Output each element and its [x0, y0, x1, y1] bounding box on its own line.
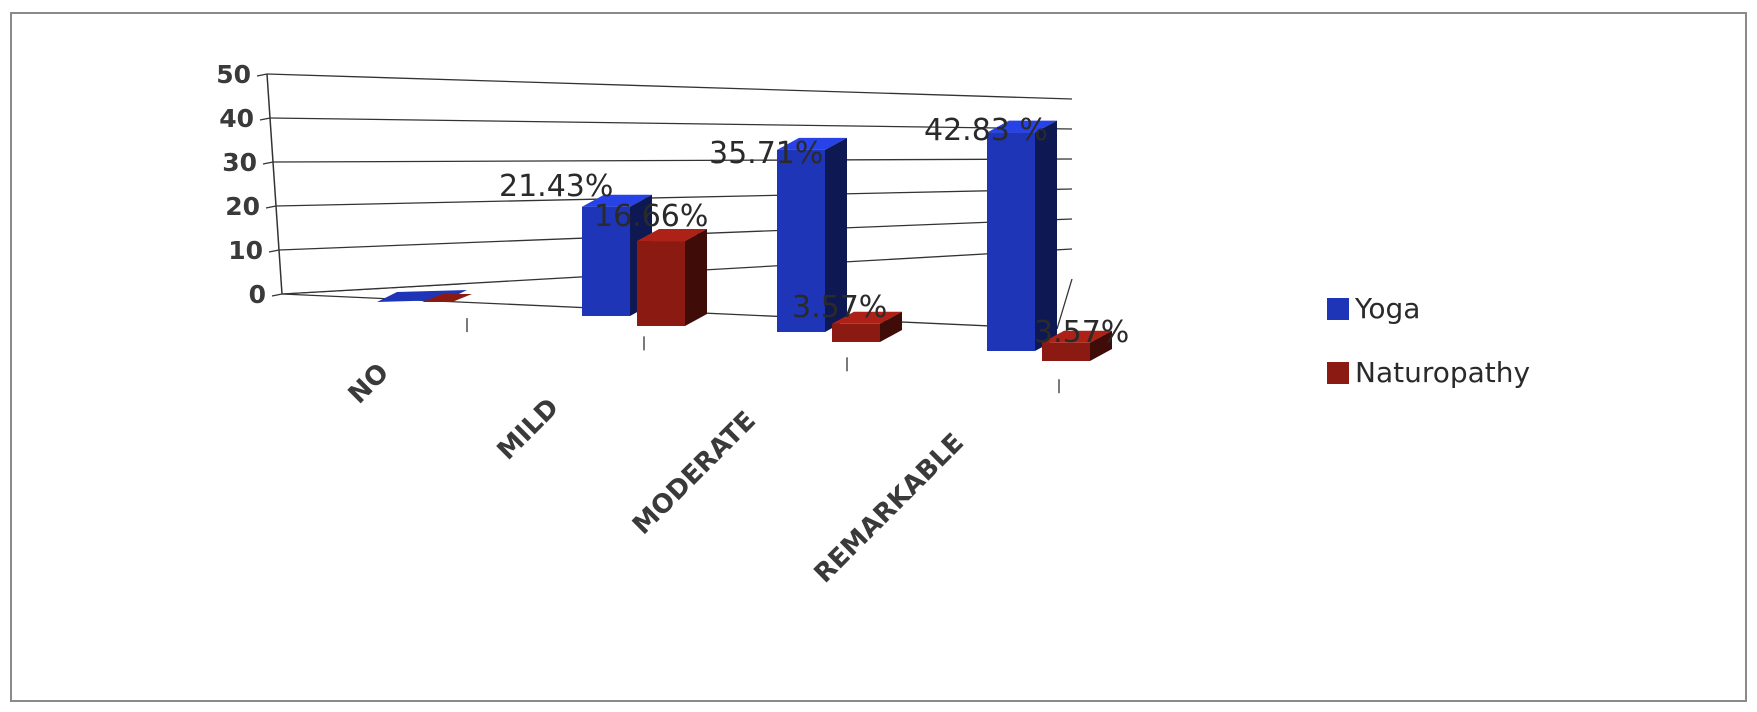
y-tick-mark [256, 73, 268, 77]
bar-top-face [582, 194, 652, 207]
bar-front-face [832, 323, 880, 342]
data-label-yoga: 35.71% [709, 136, 823, 171]
bar-naturopathy [832, 311, 902, 342]
bar-yoga [987, 120, 1057, 351]
data-label-naturopathy: 3.57% [792, 290, 887, 325]
bars [377, 120, 1112, 361]
y-tick-label: 40 [219, 104, 254, 133]
bar-side-face [880, 311, 902, 342]
y-axis-line [266, 73, 283, 295]
bar-front-face [1042, 342, 1090, 361]
x-category-label: NO [343, 358, 395, 410]
y-axis-ticks: 0 10 20 30 40 50 [216, 60, 266, 309]
bar-front-face [637, 241, 685, 326]
data-label-yoga: 42.83 % [924, 113, 1048, 148]
floor-left-edge [281, 283, 463, 295]
y-tick-label: 20 [225, 192, 260, 221]
legend-swatch [1327, 362, 1349, 384]
legend-label: Yoga [1354, 292, 1420, 325]
y-tick-mark [271, 293, 283, 297]
bar-naturopathy [1042, 330, 1112, 361]
bar-naturopathy-flat [422, 294, 472, 302]
data-labels: 21.43%16.66%35.71% 3.57% 42.83 % 3.57% [499, 113, 1129, 350]
data-label-yoga: 21.43% [499, 169, 613, 204]
x-category-label: REMARKABLE [809, 428, 970, 589]
x-category-label: MODERATE [627, 406, 762, 541]
bar-top-face [637, 229, 707, 242]
y-tick-label: 0 [249, 280, 266, 309]
bar-yoga [777, 137, 847, 332]
floor-right-edge [1056, 278, 1073, 330]
bar-side-face [825, 137, 847, 332]
legend-label: Naturopathy [1355, 356, 1530, 389]
bar-top-face [1042, 330, 1112, 343]
data-label-naturopathy: 3.57% [1034, 315, 1129, 350]
bar-chart: 0 10 20 30 40 50 21.43%16.66%35.71% 3.57% 42.83… [216, 60, 1530, 589]
bar-top-face [777, 137, 847, 150]
gridline [275, 188, 1073, 207]
x-axis-categories: NO MILD MODERATE REMARKABLE [343, 358, 970, 589]
y-tick-mark [259, 117, 271, 121]
data-label-naturopathy: 16.66% [594, 199, 708, 234]
gridlines [256, 73, 1073, 394]
bar-side-face [685, 229, 707, 326]
y-tick-label: 10 [228, 236, 263, 265]
bar-top-face [832, 311, 902, 324]
bar-front-face [987, 132, 1035, 351]
y-tick-mark [268, 249, 280, 253]
chart-frame: 0 10 20 30 40 50 21.43% 16.66% 35.71% 3.57% 42.83… [10, 12, 1747, 702]
bar-side-face [1035, 120, 1057, 351]
gridline [269, 117, 1073, 130]
bar-top-face [987, 120, 1057, 133]
legend: Yoga Naturopathy [1327, 292, 1530, 389]
bar-front-face [777, 149, 825, 332]
bar-front-face [582, 206, 630, 316]
bar-naturopathy [637, 229, 707, 326]
y-tick-mark [262, 161, 274, 165]
legend-swatch [1327, 298, 1349, 320]
y-tick-label: 50 [216, 60, 251, 89]
bar-side-face [1090, 330, 1112, 361]
gridline [272, 158, 1073, 163]
y-tick-label: 30 [222, 148, 257, 177]
y-tick-mark [265, 205, 277, 209]
gridline [266, 73, 1073, 100]
x-category-label: MILD [492, 393, 565, 466]
